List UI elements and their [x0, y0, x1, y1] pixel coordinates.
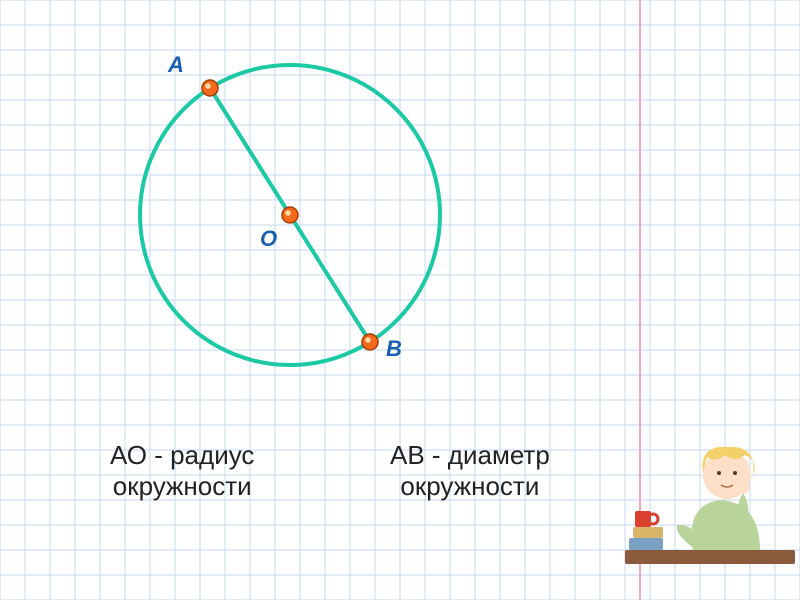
grid-group — [0, 0, 800, 600]
caption-radius: АО - радиус окружности — [110, 440, 254, 502]
diagram-stage: А О В АО - радиус окружности АВ - диамет… — [0, 0, 800, 600]
caption-radius-line1: АО - радиус — [110, 440, 254, 471]
caption-diameter-line2: окружности — [390, 471, 550, 502]
caption-radius-line2: окружности — [110, 471, 254, 502]
grid-svg — [0, 0, 800, 600]
caption-diameter-line1: АВ - диаметр — [390, 440, 550, 471]
point-label-b: В — [386, 336, 402, 362]
point-label-o: О — [260, 226, 277, 252]
point-label-a: А — [168, 52, 184, 78]
caption-diameter: АВ - диаметр окружности — [390, 440, 550, 502]
